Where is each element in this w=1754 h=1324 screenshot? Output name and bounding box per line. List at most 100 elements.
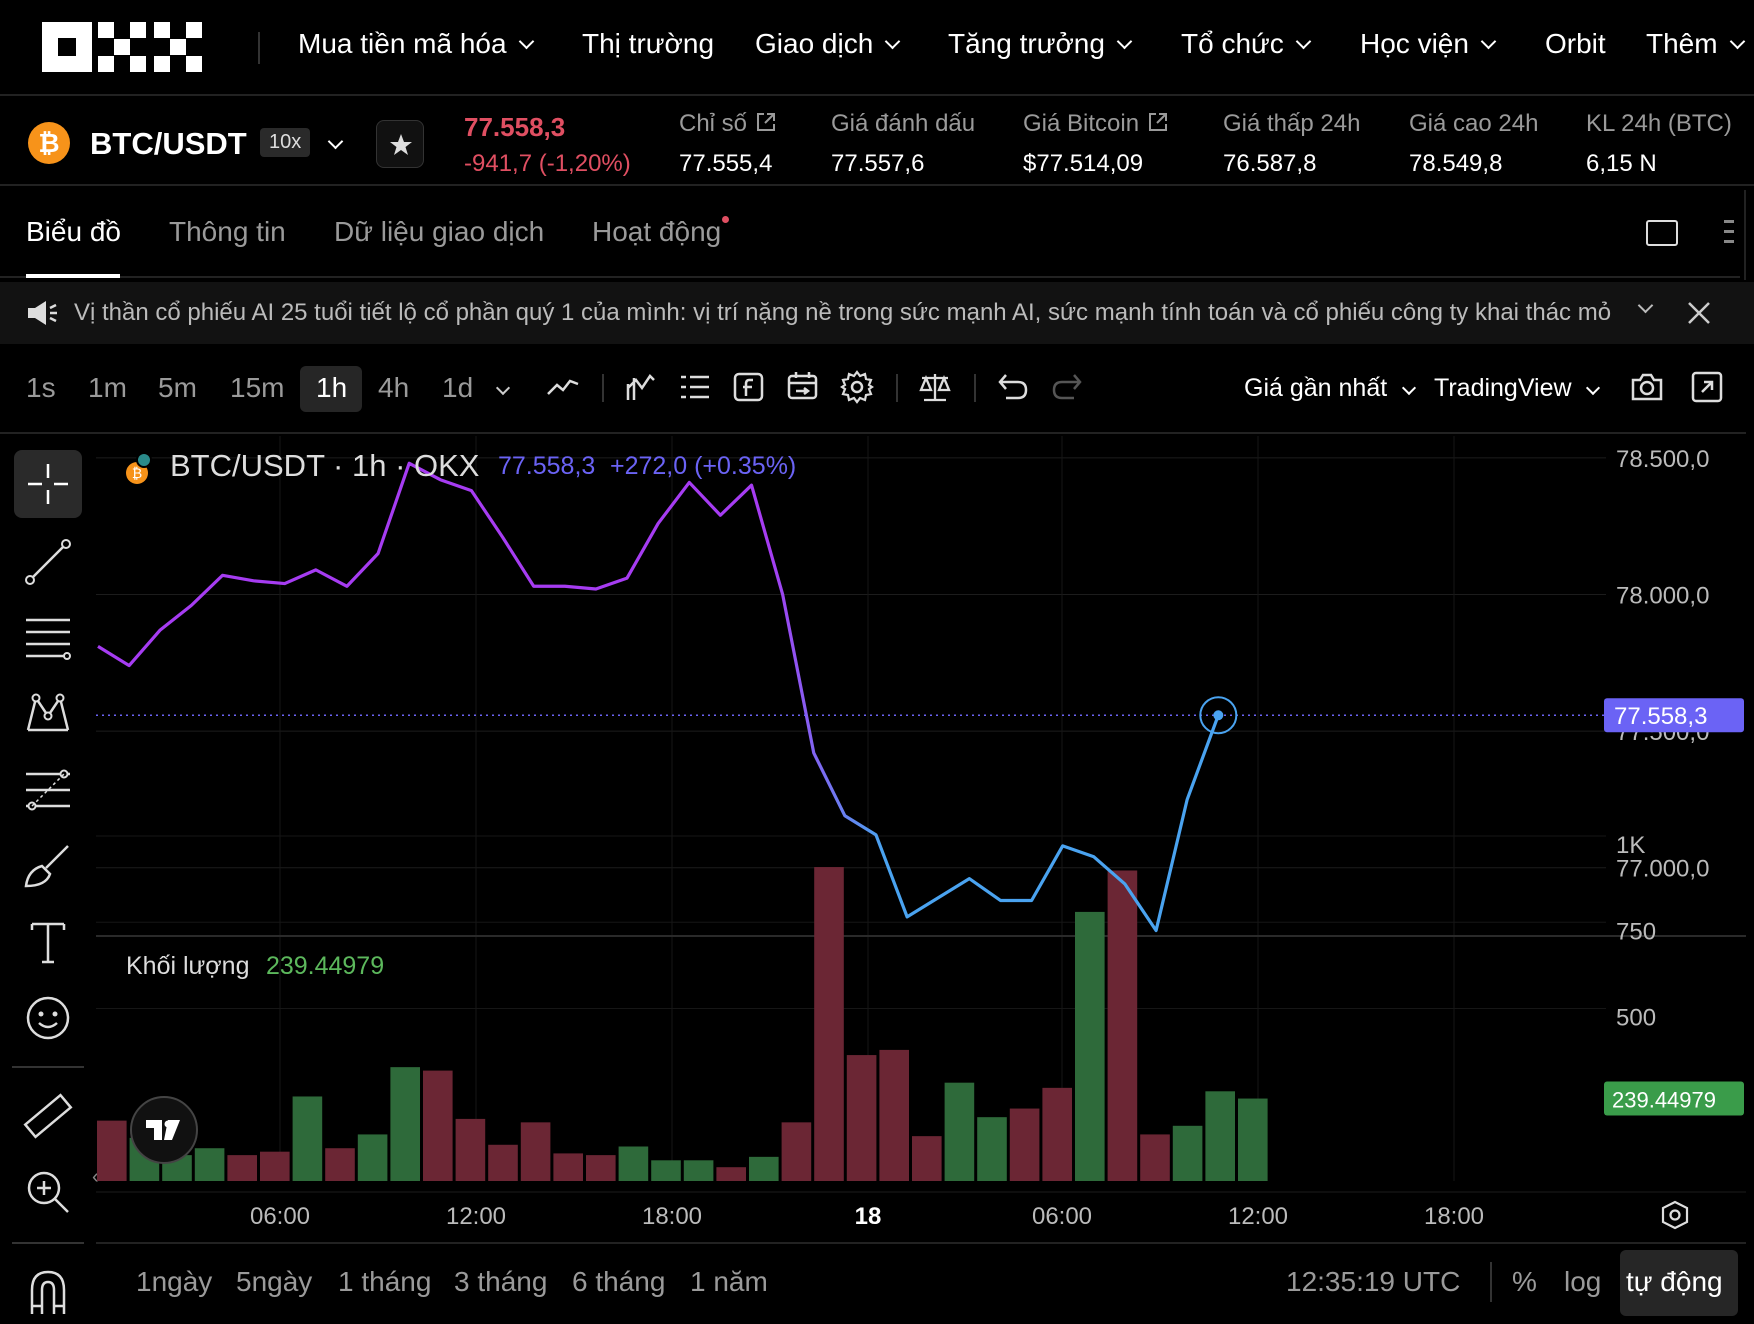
volume-bar [97,1120,127,1181]
nav-item[interactable]: Thị trường [582,28,714,60]
nav-item-label: Thị trường [582,28,715,59]
auto-scale-button[interactable]: tự động [1620,1250,1738,1316]
camera-icon[interactable] [1630,370,1664,404]
price-tick-label: 78.500,0 [1616,446,1709,473]
top-navigation: Mua tiền mã hóa Thị trường Giao dịch Tăng t… [0,0,1754,96]
range-button[interactable]: 1 tháng [338,1266,432,1297]
parallel-lines-icon[interactable] [20,610,76,666]
range-button[interactable]: 6 tháng [572,1266,666,1297]
timeframe-button[interactable]: 15m [230,372,285,403]
expand-chevron-icon[interactable] [1637,297,1654,316]
timeframe-button[interactable]: 5m [158,372,197,403]
clock[interactable]: 12:35:19 UTC [1286,1266,1461,1297]
tab[interactable]: Biểu đồ [26,216,121,247]
formula-icon[interactable] [732,370,766,404]
nav-item[interactable]: Học viện [1360,28,1497,60]
price-type-chevron-icon[interactable] [1401,380,1417,398]
stat-label-text: Giá thấp 24h [1223,110,1361,137]
ticker-bar: ₿ BTC/USDT 10x 77.558,3 -941,7 (-1,20%) … [0,98,1754,186]
stat-label[interactable]: Chỉ số [679,110,777,138]
timeframe-dropdown-chevron-icon[interactable] [495,380,511,398]
text-tool-icon[interactable] [20,914,76,970]
fullscreen-icon[interactable] [1690,370,1724,404]
undo-icon[interactable] [996,370,1030,404]
toolbar-divider [974,374,976,402]
compare-scale-icon[interactable] [918,370,952,404]
magnet-icon[interactable] [20,1262,76,1318]
indicators-icon[interactable] [624,370,658,404]
stat-value: 77.555,4 [679,150,773,177]
fib-retracement-icon[interactable] [20,762,76,818]
timeframe-button[interactable]: 1h [316,372,348,403]
tab[interactable]: Thông tin [169,216,286,247]
line-chart-type-icon[interactable] [546,370,580,404]
volume-bar [586,1155,616,1181]
timeframe-button[interactable]: 1d [442,372,474,403]
price-type-selector[interactable]: Giá gần nhất [1244,374,1388,402]
chevron-down-icon [1729,33,1745,50]
redo-icon[interactable] [1050,370,1084,404]
announcement-bar[interactable]: Vị thần cổ phiếu AI 25 tuổi tiết lộ cổ p… [0,282,1754,344]
ruler-icon[interactable] [20,1088,76,1144]
volume-bar [651,1160,681,1181]
replay-icon[interactable] [786,370,820,404]
nav-item-label: Tổ chức [1181,28,1284,59]
nav-item[interactable]: Orbit [1545,28,1606,60]
range-button[interactable]: 3 tháng [454,1266,548,1297]
timeframe-button[interactable]: 1s [26,372,56,403]
stat-value: 77.557,6 [831,150,925,177]
nav-item[interactable]: Thêm [1646,28,1745,60]
timeframe-button[interactable]: 4h [378,372,410,403]
pair-dropdown-chevron-icon[interactable] [327,133,344,152]
price-chart[interactable]: 78.500,078.000,077.500,077.000,077.558,3… [96,436,1746,1236]
nav-item[interactable]: Tăng trưởng [948,28,1133,60]
stat-label[interactable]: Giá Bitcoin [1023,110,1169,138]
stat-value: $77.514,09 [1023,150,1144,177]
range-button[interactable]: 5ngày [236,1266,313,1297]
tradingview-logo[interactable] [130,1096,198,1164]
layout-toggle-button[interactable] [1646,220,1678,246]
close-icon[interactable] [1686,300,1712,326]
trend-line-icon[interactable] [20,534,76,590]
volume-bar [749,1156,779,1181]
brush-icon[interactable] [20,838,76,894]
pair-name[interactable]: BTC/USDT [90,126,247,161]
announcement-text[interactable]: Vị thần cổ phiếu AI 25 tuổi tiết lộ cổ p… [74,299,1612,326]
templates-icon[interactable] [678,370,712,404]
nav-item[interactable]: Tổ chức [1181,28,1312,60]
timeframe-button[interactable]: 1m [88,372,127,403]
collapse-arrow-icon[interactable]: ‹ [92,1166,99,1188]
volume-bar [1009,1108,1040,1181]
nav-item[interactable]: Giao dịch [755,28,901,60]
zoom-in-icon[interactable] [20,1164,76,1220]
range-button[interactable]: 1ngày [136,1266,213,1297]
tab[interactable]: Dữ liệu giao dịch [334,216,545,247]
stat-label-text: Giá cao 24h [1409,110,1539,137]
leverage-badge[interactable]: 10x [260,128,311,157]
volume-bar [846,1055,877,1181]
emoji-icon[interactable] [20,990,76,1046]
nav-item[interactable]: Mua tiền mã hóa [298,28,534,60]
drag-handle-icon[interactable] [1724,220,1734,248]
pattern-icon[interactable] [20,686,76,742]
volume-bar [488,1144,518,1181]
tab[interactable]: Hoạt động [592,216,722,247]
last-price: 77.558,3 [464,112,566,142]
volume-legend-label: Khối lượng [126,952,250,980]
percent-scale-button[interactable]: % [1512,1266,1537,1297]
volume-bar [1172,1125,1203,1181]
volume-bar [912,1136,942,1181]
tools-divider [12,1242,84,1244]
range-button[interactable]: 1 năm [690,1266,768,1297]
crosshair-tool[interactable] [14,450,82,518]
okx-logo[interactable] [42,22,204,72]
chart-engine-selector[interactable]: TradingView [1434,374,1572,402]
panel-divider [1744,190,1746,280]
axis-settings-icon[interactable] [1660,1200,1690,1230]
stat-value: 6,15 N [1586,150,1657,177]
log-scale-button[interactable]: log [1564,1266,1602,1297]
chart-engine-chevron-icon[interactable] [1585,380,1601,398]
gear-icon[interactable] [840,370,874,404]
chevron-down-icon [885,33,901,50]
favorite-star-button[interactable] [376,120,424,168]
